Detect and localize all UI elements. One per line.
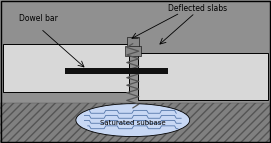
Bar (127, 37, 139, 50)
Bar (65, 67, 168, 74)
Bar (0, 103, 271, 143)
Ellipse shape (76, 104, 190, 137)
Bar (138, 53, 268, 100)
Bar (3, 44, 129, 92)
Text: Saturated subbase: Saturated subbase (100, 120, 166, 126)
Text: Deflected slabs: Deflected slabs (168, 4, 227, 13)
Bar (0, 103, 271, 143)
Text: Dowel bar: Dowel bar (19, 14, 58, 23)
Bar (125, 46, 141, 56)
